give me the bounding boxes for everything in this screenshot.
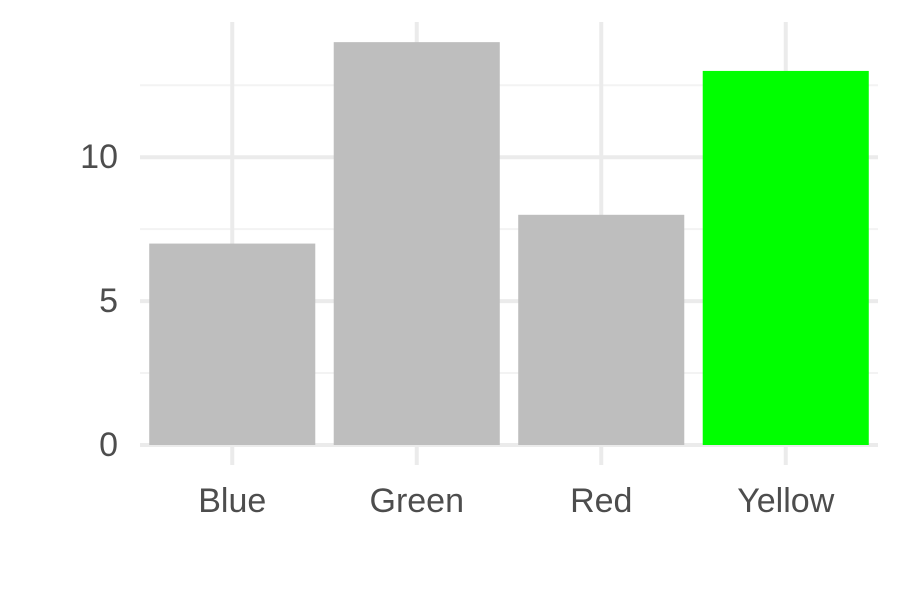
bar-yellow <box>702 70 869 445</box>
bar-layer <box>149 42 869 446</box>
y-tick-label-5: 5 <box>99 282 118 320</box>
y-tick-label-0: 0 <box>99 426 118 464</box>
bar-green <box>333 42 500 446</box>
bar-blue <box>149 243 316 445</box>
x-tick-label-red: Red <box>570 482 632 520</box>
x-tick-label-blue: Blue <box>198 482 266 520</box>
x-tick-label-yellow: Yellow <box>737 482 834 520</box>
y-tick-label-10: 10 <box>80 138 118 176</box>
x-tick-label-green: Green <box>370 482 465 520</box>
axis-layer: 0 5 10 Blue Green Red Yellow <box>80 138 835 520</box>
bar-red <box>518 214 685 445</box>
